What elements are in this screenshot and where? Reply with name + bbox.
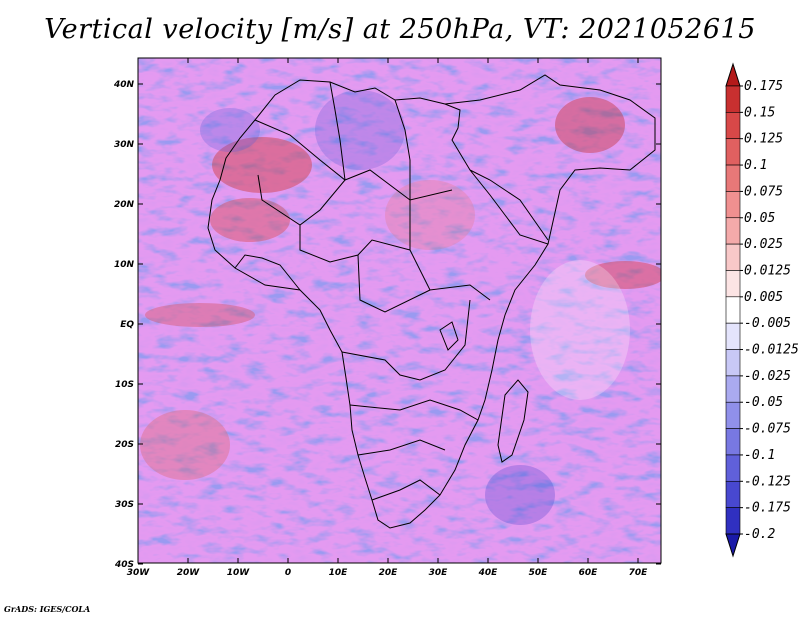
colorbar-label: -0.025 [744,369,791,384]
grads-credit: GrADS: IGES/COLA [4,604,91,614]
lat-label: 20S [115,440,134,450]
colorbar-label: 0.1 [744,158,767,173]
lon-label: 60E [579,568,599,578]
colorbar-box [725,401,741,429]
lat-label: 40N [113,80,135,90]
colorbar-label: -0.05 [744,395,783,410]
colorbar-top-triangle [725,62,741,87]
colorbar-box [725,270,741,298]
lon-label: 70E [629,568,649,578]
colorbar-label: -0.0125 [744,343,799,358]
colorbar-label: -0.125 [744,474,791,489]
lon-label: 40E [478,568,499,578]
lon-label: 20W [177,568,201,578]
colorbar: 0.175 0.15 0.125 0.1 0.075 0.05 0.025 0.0125 0.0… [725,62,799,558]
colorbar-box [725,428,741,456]
country-boundaries [207,74,656,529]
colorbar-box [725,480,741,508]
colorbar-box [725,243,741,271]
colorbar-box [725,164,741,192]
lon-label: 30W [127,568,151,578]
lon-label: 0 [285,568,291,578]
colorbar-box [725,191,741,219]
colorbar-label: -0.2 [744,527,775,542]
velocity-field [138,58,661,563]
colorbar-label: 0.05 [744,211,775,226]
lat-label: EQ [120,320,134,330]
lon-label: 10W [227,568,251,578]
lat-label: 10S [115,380,134,390]
lat-label: 30N [114,140,135,150]
colorbar-label: -0.005 [744,316,791,331]
colorbar-bottom-triangle [725,533,741,558]
colorbar-box [725,454,741,482]
colorbar-box [725,217,741,245]
latitude-axis: 40N 30N 20N 10N EQ 10S 20S 30S 40S [113,80,661,570]
map-title: Vertical velocity [m/s] at 250hPa, VT: 2… [44,14,756,45]
colorbar-box [725,507,741,535]
longitude-axis: 30W 20W 10W 0 10E 20E 30E 40E 50E 60E 70E [127,58,648,578]
lon-label: 10E [329,568,349,578]
lat-label: 40S [114,560,134,570]
colorbar-label: 0.125 [744,132,783,147]
colorbar-label: 0.025 [744,237,783,252]
lat-label: 10N [114,260,135,270]
colorbar-box [725,322,741,350]
colorbar-box [725,296,741,324]
colorbar-box [725,349,741,377]
colorbar-label: -0.075 [744,422,791,437]
lon-label: 30E [429,568,449,578]
colorbar-label: 0.15 [744,105,775,120]
colorbar-box [725,138,741,166]
colorbar-box [725,112,741,140]
colorbar-label: 0.075 [744,184,783,199]
colorbar-label: -0.1 [744,448,775,463]
lon-label: 50E [529,568,549,578]
colorbar-label: -0.175 [744,501,791,516]
colorbar-label: 0.005 [744,290,783,305]
colorbar-label: 0.0125 [744,263,791,278]
plot-frame [137,57,662,564]
colorbar-label: 0.175 [744,79,783,94]
lon-label: 20E [379,568,399,578]
colorbar-box [725,85,741,113]
lat-label: 20N [114,200,135,210]
colorbar-box [725,375,741,403]
lat-label: 30S [115,500,134,510]
